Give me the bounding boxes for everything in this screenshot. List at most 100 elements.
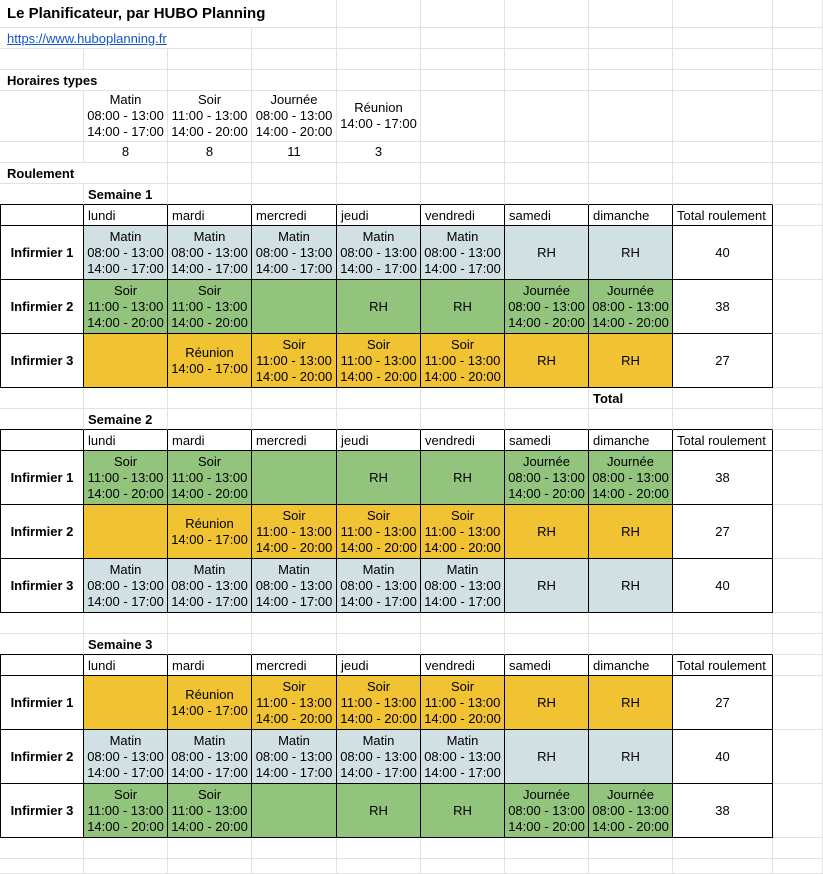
shift-cell[interactable]: RH: [337, 784, 421, 838]
shift-cell[interactable]: Matin 08:00 - 13:00 14:00 - 17:00: [84, 226, 168, 280]
shift-cell[interactable]: RH: [421, 280, 505, 334]
shift-cell[interactable]: Journée 08:00 - 13:00 14:00 - 20:00: [589, 784, 673, 838]
total-roulement-header[interactable]: Total roulement: [673, 655, 773, 676]
shift-cell[interactable]: [84, 676, 168, 730]
shift-cell[interactable]: RH: [337, 451, 421, 505]
day-header-cell[interactable]: dimanche: [589, 430, 673, 451]
total-roulement-value[interactable]: 38: [673, 784, 773, 838]
day-header-cell[interactable]: samedi: [505, 655, 589, 676]
shift-cell[interactable]: Journée 08:00 - 13:00 14:00 - 20:00: [589, 451, 673, 505]
shift-cell[interactable]: Matin 08:00 - 13:00 14:00 - 17:00: [421, 226, 505, 280]
shift-cell[interactable]: [84, 334, 168, 388]
shift-cell[interactable]: RH: [589, 334, 673, 388]
nurse-name-cell[interactable]: Infirmier 1: [0, 226, 84, 280]
day-header-cell[interactable]: dimanche: [589, 205, 673, 226]
nurse-name-cell[interactable]: Infirmier 1: [0, 676, 84, 730]
day-header-cell[interactable]: dimanche: [589, 655, 673, 676]
shift-cell[interactable]: [252, 451, 337, 505]
shift-cell[interactable]: Soir 11:00 - 13:00 14:00 - 20:00: [337, 505, 421, 559]
shift-cell[interactable]: Journée 08:00 - 13:00 14:00 - 20:00: [505, 784, 589, 838]
day-header-cell[interactable]: mercredi: [252, 655, 337, 676]
shift-cell[interactable]: Matin 08:00 - 13:00 14:00 - 17:00: [168, 226, 252, 280]
shift-cell[interactable]: RH: [589, 505, 673, 559]
shift-cell[interactable]: RH: [421, 784, 505, 838]
day-header-cell[interactable]: jeudi: [337, 655, 421, 676]
shift-cell[interactable]: RH: [589, 226, 673, 280]
shift-cell[interactable]: Réunion 14:00 - 17:00: [168, 505, 252, 559]
shift-cell[interactable]: Matin 08:00 - 13:00 14:00 - 17:00: [168, 559, 252, 613]
day-header-cell[interactable]: mardi: [168, 655, 252, 676]
shift-cell[interactable]: RH: [589, 676, 673, 730]
shift-cell[interactable]: Soir 11:00 - 13:00 14:00 - 20:00: [337, 334, 421, 388]
shift-cell[interactable]: Matin 08:00 - 13:00 14:00 - 17:00: [252, 730, 337, 784]
shift-cell[interactable]: Matin 08:00 - 13:00 14:00 - 17:00: [84, 559, 168, 613]
shift-cell[interactable]: Réunion 14:00 - 17:00: [168, 676, 252, 730]
shift-cell[interactable]: RH: [589, 559, 673, 613]
total-roulement-header[interactable]: Total roulement: [673, 205, 773, 226]
shift-cell[interactable]: Matin 08:00 - 13:00 14:00 - 17:00: [421, 559, 505, 613]
shift-cell[interactable]: Soir 11:00 - 13:00 14:00 - 20:00: [168, 280, 252, 334]
shift-cell[interactable]: Matin 08:00 - 13:00 14:00 - 17:00: [252, 226, 337, 280]
corner-cell[interactable]: [0, 655, 84, 676]
shift-cell[interactable]: RH: [337, 280, 421, 334]
shift-cell[interactable]: Réunion 14:00 - 17:00: [168, 334, 252, 388]
day-header-cell[interactable]: mercredi: [252, 430, 337, 451]
shift-cell[interactable]: Soir 11:00 - 13:00 14:00 - 20:00: [168, 451, 252, 505]
shift-cell[interactable]: Matin 08:00 - 13:00 14:00 - 17:00: [337, 226, 421, 280]
shift-cell[interactable]: Soir 11:00 - 13:00 14:00 - 20:00: [252, 505, 337, 559]
shift-cell[interactable]: Soir 11:00 - 13:00 14:00 - 20:00: [168, 784, 252, 838]
corner-cell[interactable]: [0, 205, 84, 226]
shift-cell[interactable]: Soir 11:00 - 13:00 14:00 - 20:00: [421, 334, 505, 388]
day-header-cell[interactable]: samedi: [505, 205, 589, 226]
nurse-name-cell[interactable]: Infirmier 2: [0, 280, 84, 334]
day-header-cell[interactable]: lundi: [84, 205, 168, 226]
day-header-cell[interactable]: lundi: [84, 430, 168, 451]
total-roulement-value[interactable]: 38: [673, 451, 773, 505]
nurse-name-cell[interactable]: Infirmier 3: [0, 334, 84, 388]
shift-cell[interactable]: Journée 08:00 - 13:00 14:00 - 20:00: [505, 280, 589, 334]
day-header-cell[interactable]: mardi: [168, 430, 252, 451]
shift-cell[interactable]: RH: [505, 334, 589, 388]
shift-cell[interactable]: RH: [505, 505, 589, 559]
shift-cell[interactable]: Matin 08:00 - 13:00 14:00 - 17:00: [252, 559, 337, 613]
shift-cell[interactable]: Matin 08:00 - 13:00 14:00 - 17:00: [421, 730, 505, 784]
shift-cell[interactable]: Matin 08:00 - 13:00 14:00 - 17:00: [84, 730, 168, 784]
day-header-cell[interactable]: vendredi: [421, 655, 505, 676]
shift-cell[interactable]: Soir 11:00 - 13:00 14:00 - 20:00: [252, 676, 337, 730]
day-header-cell[interactable]: vendredi: [421, 205, 505, 226]
shift-cell[interactable]: RH: [589, 730, 673, 784]
site-link[interactable]: https://www.huboplanning.fr: [7, 30, 167, 46]
shift-cell[interactable]: Soir 11:00 - 13:00 14:00 - 20:00: [84, 451, 168, 505]
total-roulement-value[interactable]: 27: [673, 505, 773, 559]
day-header-cell[interactable]: lundi: [84, 655, 168, 676]
nurse-name-cell[interactable]: Infirmier 3: [0, 784, 84, 838]
day-header-cell[interactable]: jeudi: [337, 205, 421, 226]
day-header-cell[interactable]: jeudi: [337, 430, 421, 451]
shift-cell[interactable]: RH: [421, 451, 505, 505]
nurse-name-cell[interactable]: Infirmier 3: [0, 559, 84, 613]
shift-cell[interactable]: Matin 08:00 - 13:00 14:00 - 17:00: [337, 559, 421, 613]
nurse-name-cell[interactable]: Infirmier 1: [0, 451, 84, 505]
corner-cell[interactable]: [0, 430, 84, 451]
shift-cell[interactable]: Journée 08:00 - 13:00 14:00 - 20:00: [589, 280, 673, 334]
shift-cell[interactable]: RH: [505, 559, 589, 613]
total-roulement-header[interactable]: Total roulement: [673, 430, 773, 451]
shift-cell[interactable]: Soir 11:00 - 13:00 14:00 - 20:00: [252, 334, 337, 388]
shift-cell[interactable]: Matin 08:00 - 13:00 14:00 - 17:00: [168, 730, 252, 784]
nurse-name-cell[interactable]: Infirmier 2: [0, 730, 84, 784]
total-roulement-value[interactable]: 40: [673, 730, 773, 784]
shift-cell[interactable]: Soir 11:00 - 13:00 14:00 - 20:00: [337, 676, 421, 730]
day-header-cell[interactable]: mardi: [168, 205, 252, 226]
total-roulement-value[interactable]: 38: [673, 280, 773, 334]
shift-cell[interactable]: RH: [505, 676, 589, 730]
shift-cell[interactable]: [252, 784, 337, 838]
nurse-name-cell[interactable]: Infirmier 2: [0, 505, 84, 559]
shift-cell[interactable]: RH: [505, 226, 589, 280]
shift-cell[interactable]: Soir 11:00 - 13:00 14:00 - 20:00: [84, 784, 168, 838]
shift-cell[interactable]: Soir 11:00 - 13:00 14:00 - 20:00: [84, 280, 168, 334]
total-roulement-value[interactable]: 40: [673, 226, 773, 280]
shift-cell[interactable]: [84, 505, 168, 559]
shift-cell[interactable]: [252, 280, 337, 334]
day-header-cell[interactable]: mercredi: [252, 205, 337, 226]
total-roulement-value[interactable]: 27: [673, 334, 773, 388]
